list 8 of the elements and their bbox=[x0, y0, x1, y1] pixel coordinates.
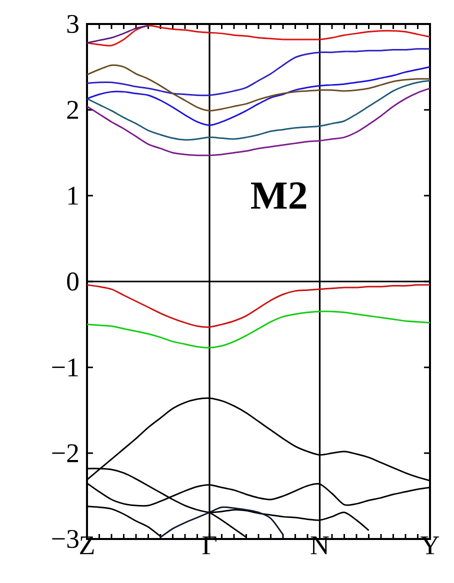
y-tick-label: 2 bbox=[67, 100, 78, 119]
y-tick-label: 0 bbox=[67, 272, 78, 291]
y-tick-label: −2 bbox=[52, 444, 78, 462]
y-tick-label: 1 bbox=[68, 186, 78, 205]
y-tick-label: −3 bbox=[52, 530, 78, 548]
y-tick-label: −1 bbox=[52, 358, 78, 376]
annotation: M2 bbox=[250, 182, 306, 209]
y-tick-label: 3 bbox=[67, 14, 78, 34]
